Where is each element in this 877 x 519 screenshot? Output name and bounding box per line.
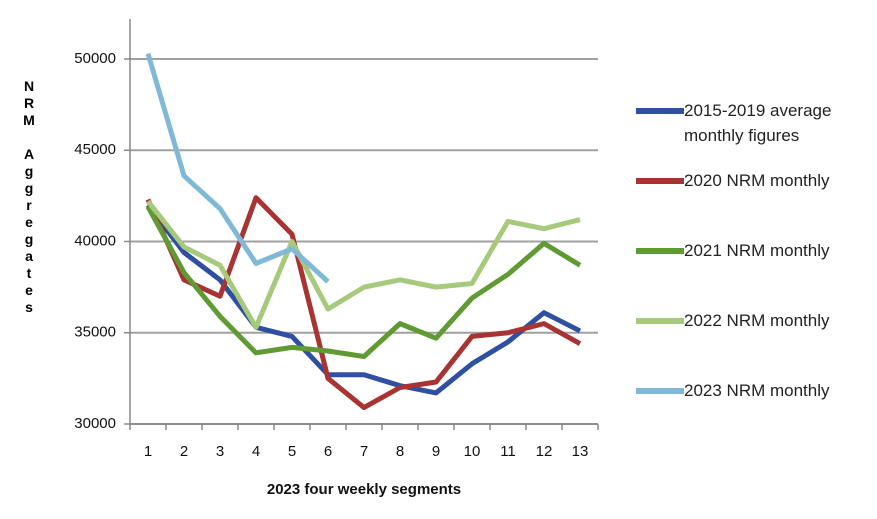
series-line <box>146 203 582 396</box>
x-tick-label: 10 <box>464 443 481 460</box>
legend-label: 2020 NRM monthly <box>684 171 830 190</box>
y-tick-label: 45000 <box>74 141 116 158</box>
x-tick-label: 1 <box>144 443 152 460</box>
y-tick-label: 35000 <box>74 324 116 341</box>
legend-item: 2023 NRM monthly <box>636 378 871 448</box>
series-line <box>145 195 582 411</box>
legend-swatch <box>636 318 684 324</box>
x-tick-label: 2 <box>180 443 188 460</box>
legend-label: 2015-2019 average monthly figures <box>684 101 832 145</box>
legend-swatch <box>636 178 684 184</box>
x-tick-label: 6 <box>324 443 332 460</box>
legend-item: 2020 NRM monthly <box>636 168 871 238</box>
series-line <box>145 205 582 359</box>
legend-label: 2021 NRM monthly <box>684 241 830 260</box>
legend-item: 2022 NRM monthly <box>636 308 871 378</box>
legend-label: 2023 NRM monthly <box>684 381 830 400</box>
x-tick-label: 8 <box>396 443 404 460</box>
legend-item: 2015-2019 average monthly figures <box>636 98 871 168</box>
series-line <box>146 199 581 330</box>
y-tick-label: 40000 <box>74 232 116 249</box>
legend-swatch <box>636 108 684 114</box>
x-tick-label: 13 <box>572 443 589 460</box>
legend-label: 2022 NRM monthly <box>684 311 830 330</box>
legend-swatch <box>636 248 684 254</box>
x-tick-label: 3 <box>216 443 224 460</box>
x-tick-label: 9 <box>432 443 440 460</box>
legend: 2015-2019 average monthly figures 2020 NR… <box>636 98 871 448</box>
x-tick-label: 11 <box>500 443 516 460</box>
legend-item: 2021 NRM monthly <box>636 238 871 308</box>
y-tick-label: 30000 <box>74 415 116 432</box>
legend-swatch <box>636 388 684 394</box>
y-axis-label: NRM Aggregates <box>21 78 37 316</box>
series-line <box>145 52 330 284</box>
x-tick-label: 5 <box>288 443 296 460</box>
x-tick-label: 7 <box>360 443 368 460</box>
x-axis-label: 2023 four weekly segments <box>267 481 461 498</box>
x-tick-label: 12 <box>536 443 553 460</box>
x-tick-label: 4 <box>252 443 260 460</box>
y-tick-label: 50000 <box>74 50 116 67</box>
